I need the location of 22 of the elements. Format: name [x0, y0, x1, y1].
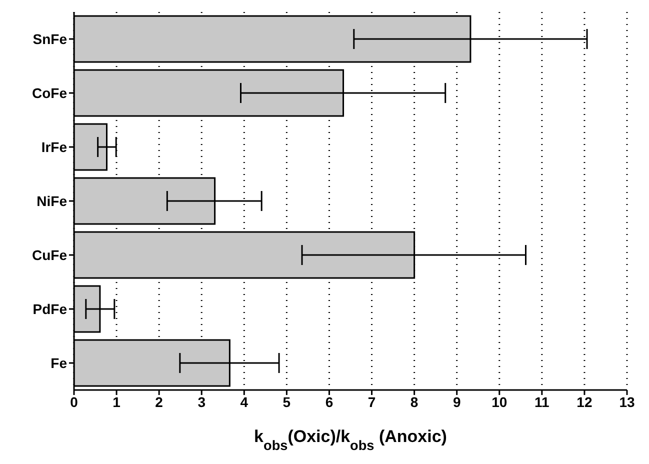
x-tick-label: 13 [619, 394, 635, 410]
x-tick-label: 1 [112, 394, 121, 410]
x-tick-label: 8 [410, 394, 418, 410]
y-tick-label: IrFe [41, 138, 68, 155]
y-tick-label: Fe [50, 354, 68, 371]
y-tick-label: CoFe [32, 84, 68, 101]
y-tick-label: PdFe [32, 300, 68, 317]
x-tick-label: 4 [240, 394, 248, 410]
y-tick-label: SnFe [32, 30, 68, 47]
x-tick-label: 2 [155, 394, 164, 410]
x-tick-label: 3 [198, 394, 206, 410]
x-tick-label: 11 [534, 394, 550, 410]
x-tick-label: 12 [576, 394, 592, 410]
x-tick-label: 10 [492, 394, 508, 410]
y-tick-label: CuFe [32, 246, 68, 263]
x-tick-label: 9 [452, 394, 461, 410]
x-tick-label: 7 [368, 394, 376, 410]
x-axis-title: k$_{obs}$(Oxic)/k$_{obs}$ (Anoxic) [254, 427, 447, 452]
x-tick-label: 0 [70, 394, 78, 410]
x-tick-label: 5 [282, 394, 291, 410]
x-tick-label: 6 [325, 394, 334, 410]
y-tick-label: NiFe [36, 192, 68, 209]
